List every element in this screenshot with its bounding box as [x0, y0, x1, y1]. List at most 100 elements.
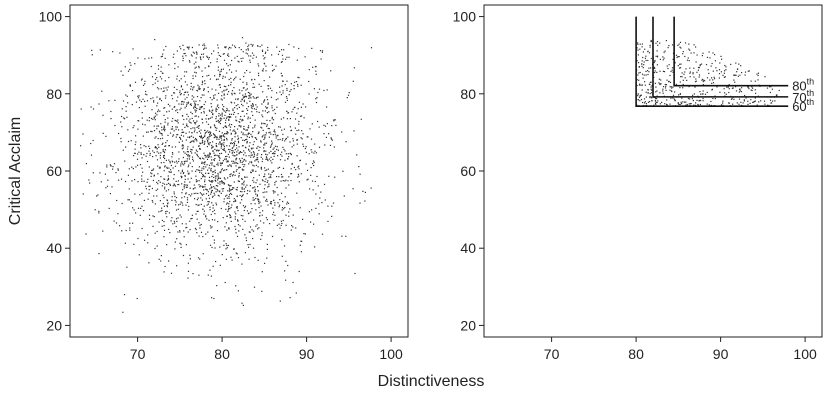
y-axis-title: Critical Acclaim: [7, 117, 24, 225]
right-data-point: [647, 73, 649, 76]
right-data-point: [738, 98, 741, 100]
left-data-point: [138, 151, 140, 153]
right-data-point: [648, 52, 651, 54]
left-data-point: [181, 177, 183, 179]
left-data-point: [282, 90, 284, 92]
left-data-point: [221, 254, 223, 256]
left-data-point: [284, 206, 286, 209]
left-data-point: [226, 244, 228, 247]
left-data-point: [261, 271, 263, 273]
right-data-point: [681, 103, 683, 105]
left-data-point: [276, 186, 278, 189]
right-data-point: [685, 104, 687, 106]
left-data-point: [141, 175, 143, 177]
left-data-point: [155, 155, 157, 157]
left-data-point: [235, 132, 237, 134]
left-data-point: [206, 55, 208, 57]
left-data-point: [195, 179, 197, 181]
left-data-point: [241, 120, 243, 122]
left-data-point: [331, 205, 333, 207]
left-data-point: [242, 188, 244, 190]
left-data-point: [160, 176, 162, 178]
left-data-point: [228, 91, 230, 93]
right-data-point: [653, 60, 656, 62]
left-data-point: [347, 94, 350, 96]
right-data-point: [679, 67, 682, 69]
left-data-point: [118, 179, 120, 181]
left-data-point: [186, 153, 188, 155]
left-data-point: [233, 187, 235, 189]
left-data-point: [222, 68, 224, 70]
left-data-point: [202, 186, 204, 188]
left-data-point: [236, 235, 239, 237]
left-data-point: [156, 181, 158, 183]
left-data-point: [210, 131, 212, 133]
left-data-point: [223, 158, 226, 160]
left-data-point: [219, 143, 221, 145]
right-data-point: [672, 58, 674, 60]
right-data-point: [637, 62, 640, 64]
left-data-point: [224, 76, 226, 78]
left-data-point: [305, 163, 307, 165]
left-data-point: [201, 70, 203, 72]
left-data-point: [269, 202, 271, 205]
left-data-point: [219, 191, 221, 193]
left-data-point: [208, 219, 210, 221]
left-data-point: [162, 150, 165, 152]
left-data-point: [244, 72, 246, 74]
left-data-point: [244, 252, 246, 254]
right-x-tick-label: 100: [793, 346, 817, 362]
left-data-point: [283, 208, 285, 210]
right-data-point: [665, 84, 667, 86]
left-data-point: [358, 166, 360, 168]
right-data-point: [678, 56, 680, 58]
right-data-point: [653, 61, 655, 64]
left-data-point: [247, 133, 249, 135]
left-data-point: [285, 96, 288, 98]
left-data-point: [300, 137, 302, 139]
left-data-point: [118, 132, 120, 135]
left-data-point: [293, 88, 295, 90]
left-data-point: [241, 168, 243, 170]
left-data-point: [301, 130, 303, 132]
left-data-point: [219, 114, 222, 116]
left-data-point: [168, 64, 170, 66]
right-data-point: [708, 72, 710, 74]
left-data-point: [265, 156, 267, 158]
left-data-point: [321, 233, 324, 235]
left-data-point: [278, 223, 280, 225]
left-data-point: [210, 167, 212, 170]
left-data-point: [211, 189, 213, 192]
left-data-point: [267, 103, 269, 105]
left-data-point: [217, 185, 219, 187]
left-data-point: [250, 203, 252, 205]
right-data-point: [704, 93, 707, 95]
left-data-point: [236, 186, 238, 189]
left-data-point: [163, 271, 165, 273]
right-data-point: [769, 86, 771, 88]
left-data-point: [190, 103, 192, 105]
left-data-point: [150, 172, 152, 174]
left-data-point: [210, 187, 212, 189]
left-data-point: [172, 135, 174, 137]
right-data-point: [732, 103, 734, 105]
left-data-point: [236, 195, 238, 198]
left-data-point: [213, 186, 215, 188]
left-data-point: [266, 169, 268, 171]
left-data-point: [198, 274, 200, 276]
left-data-point: [253, 153, 256, 155]
right-data-point: [709, 79, 711, 81]
left-data-point: [281, 49, 283, 51]
left-data-point: [285, 187, 287, 189]
left-data-point: [287, 153, 289, 155]
left-data-point: [121, 126, 123, 128]
left-data-point: [166, 111, 168, 113]
left-data-point: [175, 218, 178, 220]
right-data-point: [656, 71, 658, 73]
right-data-point: [733, 98, 735, 100]
left-data-point: [173, 193, 175, 195]
left-data-point: [204, 45, 206, 47]
left-data-point: [106, 164, 108, 166]
left-data-point: [223, 147, 225, 149]
left-data-point: [341, 131, 343, 133]
